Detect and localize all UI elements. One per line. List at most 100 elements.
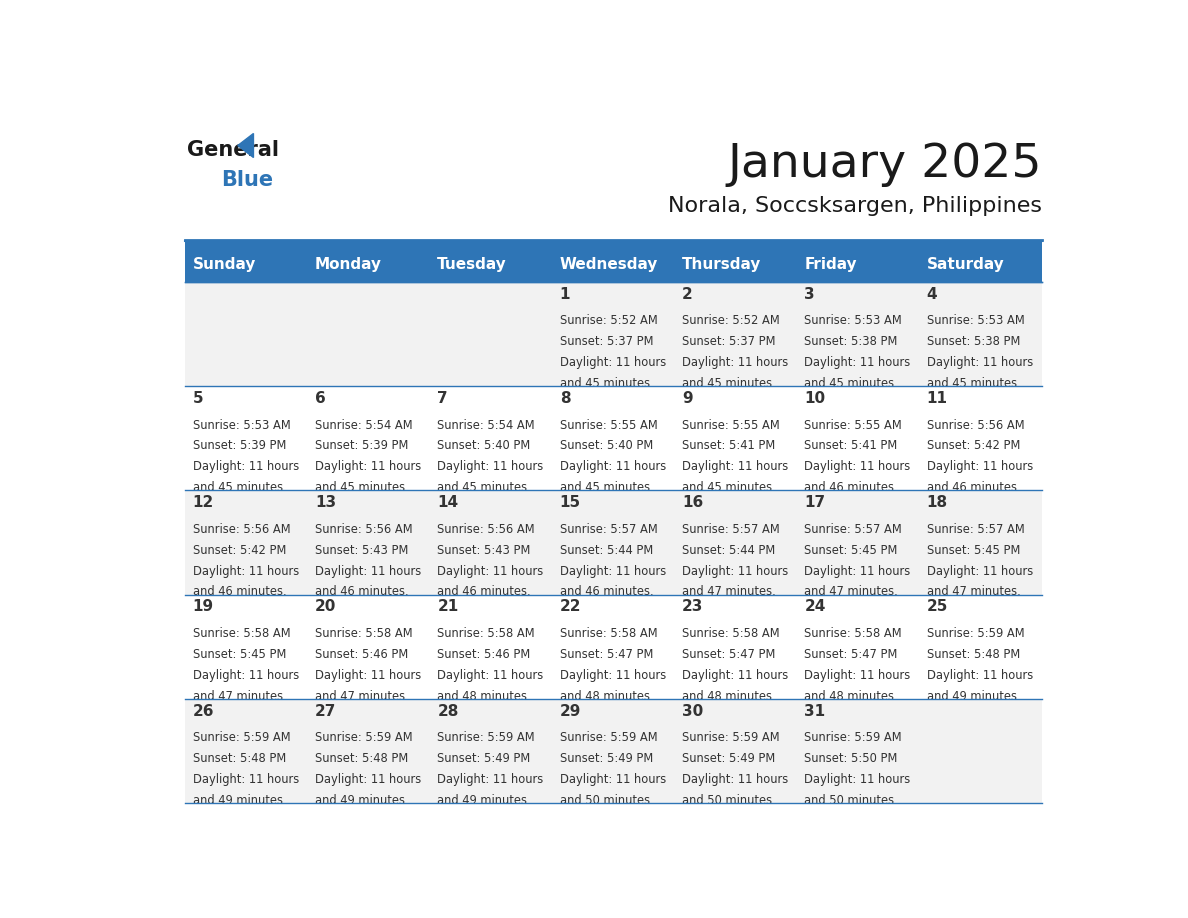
Text: Sunrise: 5:59 AM: Sunrise: 5:59 AM (804, 732, 902, 744)
Bar (185, 282, 1042, 386)
Text: and 45 minutes.: and 45 minutes. (927, 377, 1020, 390)
Text: Sunset: 5:45 PM: Sunset: 5:45 PM (804, 543, 898, 556)
Text: Daylight: 11 hours: Daylight: 11 hours (804, 356, 910, 369)
Text: Sunset: 5:40 PM: Sunset: 5:40 PM (560, 440, 653, 453)
Text: Tuesday: Tuesday (437, 257, 507, 273)
Text: 2: 2 (682, 286, 693, 302)
Text: 16: 16 (682, 495, 703, 510)
Text: 13: 13 (315, 495, 336, 510)
Text: 26: 26 (192, 703, 214, 719)
Text: 5: 5 (192, 391, 203, 406)
Text: Sunrise: 5:52 AM: Sunrise: 5:52 AM (682, 315, 779, 328)
Text: Daylight: 11 hours: Daylight: 11 hours (682, 460, 788, 474)
Text: Sunrise: 5:53 AM: Sunrise: 5:53 AM (804, 315, 902, 328)
Text: and 45 minutes.: and 45 minutes. (682, 481, 776, 494)
Text: Sunrise: 5:57 AM: Sunrise: 5:57 AM (804, 523, 902, 536)
Text: Sunset: 5:48 PM: Sunset: 5:48 PM (315, 752, 409, 765)
Text: Sunrise: 5:58 AM: Sunrise: 5:58 AM (315, 627, 412, 640)
Text: Daylight: 11 hours: Daylight: 11 hours (192, 773, 299, 786)
Text: Sunset: 5:41 PM: Sunset: 5:41 PM (804, 440, 898, 453)
Text: and 45 minutes.: and 45 minutes. (560, 377, 653, 390)
Text: and 48 minutes.: and 48 minutes. (804, 689, 898, 702)
Text: Sunrise: 5:56 AM: Sunrise: 5:56 AM (927, 419, 1024, 431)
Text: Daylight: 11 hours: Daylight: 11 hours (437, 565, 544, 577)
Text: Sunrise: 5:58 AM: Sunrise: 5:58 AM (437, 627, 535, 640)
Text: Sunrise: 5:59 AM: Sunrise: 5:59 AM (437, 732, 535, 744)
Text: Daylight: 11 hours: Daylight: 11 hours (927, 460, 1032, 474)
Text: Daylight: 11 hours: Daylight: 11 hours (315, 773, 422, 786)
Text: January 2025: January 2025 (727, 142, 1042, 187)
Text: Sunrise: 5:56 AM: Sunrise: 5:56 AM (192, 523, 290, 536)
Text: Thursday: Thursday (682, 257, 762, 273)
Text: and 47 minutes.: and 47 minutes. (804, 586, 898, 599)
Text: Daylight: 11 hours: Daylight: 11 hours (804, 565, 910, 577)
Text: 8: 8 (560, 391, 570, 406)
Text: Daylight: 11 hours: Daylight: 11 hours (315, 668, 422, 682)
Text: Sunset: 5:47 PM: Sunset: 5:47 PM (682, 648, 776, 661)
Text: Sunrise: 5:55 AM: Sunrise: 5:55 AM (560, 419, 657, 431)
Text: Sunset: 5:45 PM: Sunset: 5:45 PM (927, 543, 1020, 556)
Bar (185, 490, 1042, 595)
Text: Sunset: 5:46 PM: Sunset: 5:46 PM (437, 648, 531, 661)
Text: 10: 10 (804, 391, 826, 406)
Text: Daylight: 11 hours: Daylight: 11 hours (682, 668, 788, 682)
Text: Sunrise: 5:57 AM: Sunrise: 5:57 AM (682, 523, 779, 536)
Text: Sunrise: 5:58 AM: Sunrise: 5:58 AM (560, 627, 657, 640)
Text: Sunset: 5:37 PM: Sunset: 5:37 PM (560, 335, 653, 348)
Text: 12: 12 (192, 495, 214, 510)
Text: Sunrise: 5:57 AM: Sunrise: 5:57 AM (560, 523, 657, 536)
Text: Daylight: 11 hours: Daylight: 11 hours (315, 565, 422, 577)
Text: Sunrise: 5:54 AM: Sunrise: 5:54 AM (437, 419, 535, 431)
Text: Sunrise: 5:55 AM: Sunrise: 5:55 AM (682, 419, 779, 431)
Text: Sunset: 5:49 PM: Sunset: 5:49 PM (682, 752, 776, 765)
Text: Sunrise: 5:56 AM: Sunrise: 5:56 AM (315, 523, 412, 536)
Text: and 45 minutes.: and 45 minutes. (560, 481, 653, 494)
Text: Sunrise: 5:55 AM: Sunrise: 5:55 AM (804, 419, 902, 431)
Bar (185, 699, 1042, 803)
Text: 25: 25 (927, 599, 948, 614)
Text: Sunset: 5:50 PM: Sunset: 5:50 PM (804, 752, 898, 765)
Text: and 49 minutes.: and 49 minutes. (927, 689, 1020, 702)
Text: Sunset: 5:38 PM: Sunset: 5:38 PM (804, 335, 898, 348)
Text: and 45 minutes.: and 45 minutes. (315, 481, 409, 494)
Text: Sunset: 5:39 PM: Sunset: 5:39 PM (192, 440, 286, 453)
Text: and 47 minutes.: and 47 minutes. (192, 689, 286, 702)
Text: and 49 minutes.: and 49 minutes. (437, 794, 531, 807)
Text: and 46 minutes.: and 46 minutes. (315, 586, 409, 599)
Text: 6: 6 (315, 391, 326, 406)
Text: Daylight: 11 hours: Daylight: 11 hours (192, 565, 299, 577)
Text: and 46 minutes.: and 46 minutes. (927, 481, 1020, 494)
Text: Sunrise: 5:53 AM: Sunrise: 5:53 AM (927, 315, 1024, 328)
Text: and 48 minutes.: and 48 minutes. (437, 689, 531, 702)
Text: 22: 22 (560, 599, 581, 614)
Text: Sunset: 5:37 PM: Sunset: 5:37 PM (682, 335, 776, 348)
Text: 4: 4 (927, 286, 937, 302)
Text: and 48 minutes.: and 48 minutes. (560, 689, 653, 702)
Text: Saturday: Saturday (927, 257, 1004, 273)
Text: Daylight: 11 hours: Daylight: 11 hours (315, 460, 422, 474)
Text: Sunrise: 5:56 AM: Sunrise: 5:56 AM (437, 523, 535, 536)
Text: and 46 minutes.: and 46 minutes. (437, 586, 531, 599)
Text: Daylight: 11 hours: Daylight: 11 hours (804, 460, 910, 474)
Text: Daylight: 11 hours: Daylight: 11 hours (804, 668, 910, 682)
Text: Blue: Blue (221, 170, 273, 190)
Bar (185, 595, 1042, 699)
Text: 17: 17 (804, 495, 826, 510)
Text: Sunset: 5:41 PM: Sunset: 5:41 PM (682, 440, 776, 453)
Text: 30: 30 (682, 703, 703, 719)
Text: 21: 21 (437, 599, 459, 614)
Text: Sunset: 5:42 PM: Sunset: 5:42 PM (192, 543, 286, 556)
Text: Sunset: 5:43 PM: Sunset: 5:43 PM (315, 543, 409, 556)
Text: Daylight: 11 hours: Daylight: 11 hours (560, 356, 666, 369)
Text: 28: 28 (437, 703, 459, 719)
Text: Sunset: 5:39 PM: Sunset: 5:39 PM (315, 440, 409, 453)
Text: and 45 minutes.: and 45 minutes. (682, 377, 776, 390)
Text: and 46 minutes.: and 46 minutes. (192, 586, 286, 599)
Text: Daylight: 11 hours: Daylight: 11 hours (560, 773, 666, 786)
Text: Sunrise: 5:59 AM: Sunrise: 5:59 AM (192, 732, 290, 744)
Text: Daylight: 11 hours: Daylight: 11 hours (682, 356, 788, 369)
Text: and 45 minutes.: and 45 minutes. (192, 481, 286, 494)
Text: General: General (188, 140, 279, 160)
Text: 19: 19 (192, 599, 214, 614)
Text: Daylight: 11 hours: Daylight: 11 hours (437, 668, 544, 682)
